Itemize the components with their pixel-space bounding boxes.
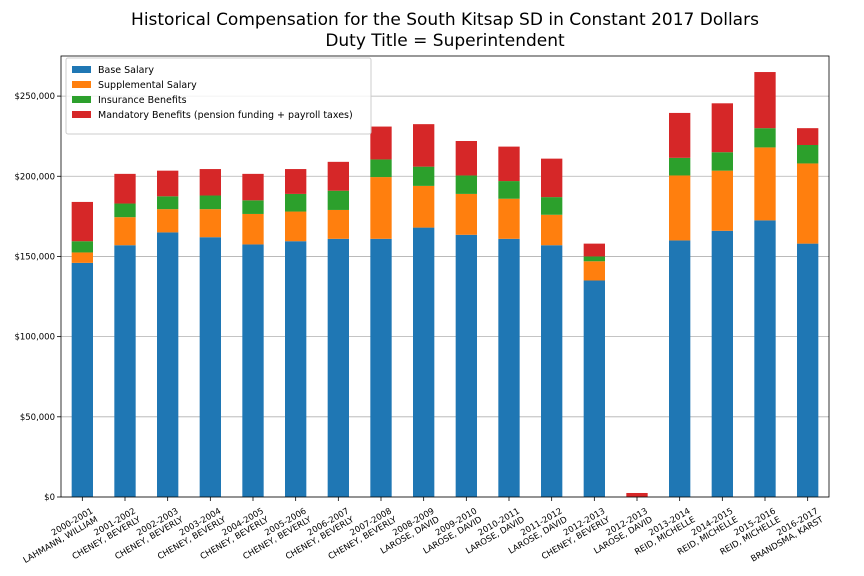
bar-segment [455,234,477,497]
legend-swatch [72,96,91,103]
bar-segment [242,213,264,245]
bar-segment [541,214,563,246]
bar-segment [455,140,477,176]
legend-box [65,57,372,135]
bar-segment [71,201,93,242]
bar-segment [242,244,264,497]
x-axis: 2000-2001LAHMANN, WILLIAM2001-2002CHENEY… [17,497,826,566]
bar-segment [583,243,605,257]
legend-swatch [72,66,91,73]
bars [71,72,819,497]
legend-label: Mandatory Benefits (pension funding + pa… [98,110,353,121]
bar-segment [797,145,819,164]
bar-segment [455,193,477,235]
bar-segment [754,72,776,129]
bar-segment [114,245,136,497]
bar-segment [114,203,136,218]
bar-segment [754,147,776,221]
bar-segment [285,241,307,497]
bar-segment [797,243,819,497]
y-tick-label: $50,000 [20,413,55,423]
bar-segment [583,280,605,497]
bar-segment [669,157,691,176]
bar-segment [71,252,93,263]
bar-segment [114,217,136,246]
bar-segment [285,169,307,194]
bar-segment [157,170,179,197]
y-tick-label: $150,000 [14,252,55,262]
bar-segment [413,124,435,167]
bar-segment [583,256,605,262]
x-tick-label: 2000-2001LAHMANN, WILLIAM [17,506,100,565]
y-tick-label: $0 [44,493,55,503]
plot-frame [60,55,830,498]
bar-segment [541,158,563,198]
bar-segment [669,175,691,241]
bar-segment [370,126,392,160]
bar-segment [370,177,392,239]
legend: Base Salary Supplemental Salary Insurance … [65,57,372,135]
bar-segment [669,112,691,158]
bar-segment [413,185,435,228]
legend-swatch [72,81,91,88]
legend-label: Insurance Benefits [98,95,187,106]
y-tick-label: $100,000 [14,333,55,343]
bar-segment [797,163,819,244]
bar-segment [242,200,264,214]
bar-segment [541,245,563,497]
y-tick-label: $200,000 [14,172,55,182]
bar-segment [71,241,93,253]
bar-segment [711,170,733,231]
legend-swatch [72,111,91,118]
chart-subtitle: Duty Title = Superintendent [325,31,565,51]
bar-segment [327,238,349,497]
bar-segment [711,230,733,497]
bar-segment [157,196,179,210]
y-tick-label: $250,000 [14,92,55,102]
bar-segment [498,181,520,199]
bar-segment [199,195,221,210]
bar-segment [669,240,691,497]
bar-segment [370,238,392,497]
bar-segment [541,197,563,215]
bar-segment [754,128,776,148]
chart-title: Historical Compensation for the South Ki… [131,10,759,30]
bar-segment [711,152,733,171]
bar-segment [157,232,179,497]
bar-segment [754,220,776,497]
bar-segment [626,492,648,497]
bar-segment [114,173,136,204]
bar-segment [797,128,819,146]
bar-segment [327,161,349,191]
bar-segment [413,166,435,186]
bar-segment [327,190,349,210]
bar-segment [157,209,179,233]
legend-label: Base Salary [98,65,154,76]
bar-segment [498,238,520,497]
bar-segment [199,209,221,238]
bar-segment [285,211,307,242]
legend-label: Supplemental Salary [98,80,197,91]
bar-segment [498,198,520,239]
bar-segment [498,146,520,182]
bar-segment [583,261,605,281]
bar-segment [413,227,435,497]
bar-segment [199,237,221,497]
y-axis: $0 $50,000 $100,000 $150,000 $200,000 $250,00… [14,92,61,503]
bar-segment [242,173,264,201]
bar-segment [285,193,307,212]
bar-segment [199,169,221,196]
bar-segment [71,262,93,497]
bar-segment [370,159,392,178]
bar-segment [327,209,349,239]
bar-segment [711,103,733,153]
bar-segment [455,175,477,194]
